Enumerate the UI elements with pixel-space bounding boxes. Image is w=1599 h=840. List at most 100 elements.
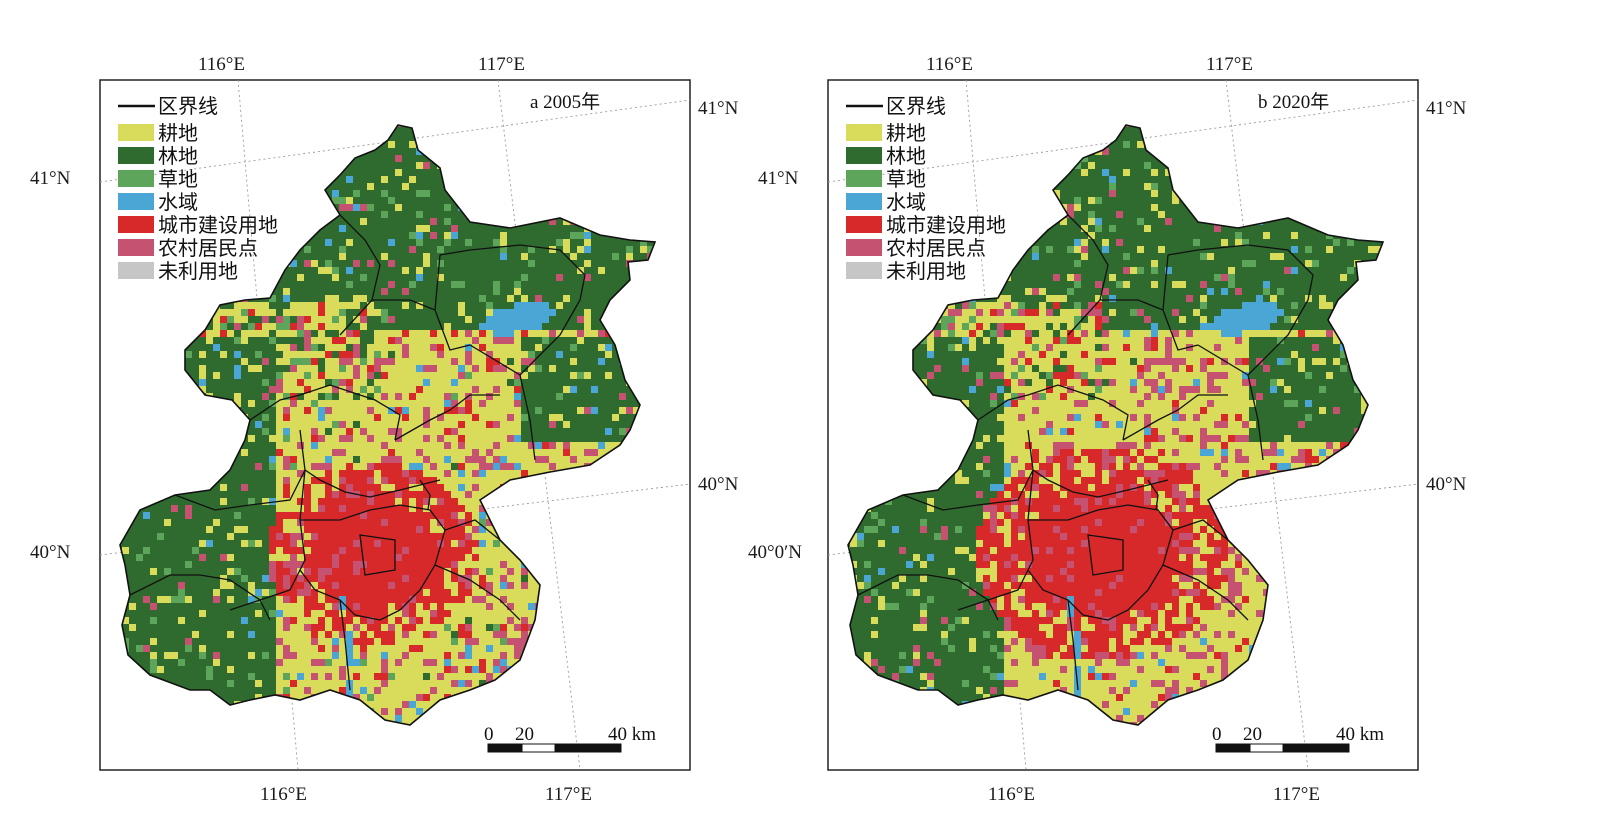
district-boundary-line [300,504,446,591]
district-boundary-line [434,564,521,621]
district-boundary-line [469,344,536,461]
legend-label: 城市建设用地 [886,213,1006,237]
graticule-line [827,99,1419,183]
district-boundary-line [444,519,501,541]
lat-label-right-40: 40°N [1426,474,1467,495]
lon-label-bottom-116: 116°E [988,784,1035,805]
lat-label-right-41: 41°N [1426,98,1467,119]
graticule-line [497,79,581,771]
legend-label: 林地 [158,144,198,168]
graticule-line [1225,79,1309,771]
district-boundary-line [372,299,436,311]
legend-label: 未利用地 [886,259,966,283]
scale-bar-segment [1282,743,1350,753]
district-boundary-line [1172,519,1229,541]
legend-label: 农村居民点 [158,236,258,260]
district-boundary-line [339,214,381,336]
district-boundary-line [339,599,351,691]
legend-label: 草地 [158,167,198,191]
legend-label-boundary: 区界线 [886,94,946,118]
scale-bar-segment [1249,743,1284,753]
rural-swatch [846,239,882,256]
graticule-line [99,99,691,183]
scale-bar-label: 40 km [1336,724,1384,745]
lon-label-top-116: 116°E [198,54,245,75]
scale-bar-segment [521,743,556,753]
district-boundary-line [902,429,1034,511]
urban-swatch [846,216,882,233]
district-boundary-line [419,479,431,511]
district-boundaries [129,214,586,691]
water-swatch [118,193,154,210]
graticule-line [99,483,691,556]
scale-bar-label: 0 [484,724,494,745]
district-boundary-line [129,574,271,621]
map-panel-2005: a 2005年 116°E 117°E 116°E 117°E 41°N 40°… [30,54,739,805]
district-boundary-line [857,574,999,621]
lat-label-left-40: 40°N [30,542,71,563]
district-boundary-line [249,384,401,441]
lon-label-top-116: 116°E [926,54,973,75]
legend-label: 城市建设用地 [158,213,278,237]
district-boundary-line [434,254,471,351]
district-boundary-line [359,534,396,576]
scale-bar-label: 0 [1212,724,1222,745]
lat-label-right-40: 40°N [698,474,739,495]
district-boundary-line [304,469,441,498]
lon-label-bottom-117: 117°E [545,784,592,805]
lat-label-right-41: 41°N [698,98,739,119]
district-boundary-line [439,244,586,376]
district-boundary-line [1162,564,1249,621]
unused-swatch [846,262,882,279]
district-boundary-line [1100,299,1164,311]
scale-bar: 0 20 40 km [484,724,656,753]
district-boundary-line [1032,469,1169,498]
district-boundary-line [394,394,500,441]
legend-label: 草地 [886,167,926,191]
lon-label-bottom-117: 117°E [1273,784,1320,805]
graticule-line [827,483,1419,556]
cropland-swatch [846,124,882,141]
scale-bar-label: 20 [515,724,534,745]
city-boundary [847,124,1385,726]
district-boundary-line [299,569,421,621]
scale-bar: 0 20 40 km [1212,724,1384,753]
legend-label: 农村居民点 [886,236,986,260]
legend-label: 水域 [886,190,926,214]
district-boundary-line [1067,599,1079,691]
lat-label-left-41: 41°N [758,168,799,189]
rural-swatch [118,239,154,256]
scale-bar-segment [1215,743,1251,753]
scale-bar-segment [554,743,622,753]
lat-label-left-41: 41°N [30,168,71,189]
lon-label-top-117: 117°E [1206,54,1253,75]
legend-label: 未利用地 [158,259,238,283]
district-boundary-line [1027,569,1149,621]
grassland-swatch [118,170,154,187]
district-boundary-line [1147,479,1159,511]
urban-swatch [118,216,154,233]
scale-bar-segment [487,743,523,753]
district-boundary-line [977,384,1129,441]
district-boundaries [857,214,1314,691]
district-boundary-line [1122,394,1228,441]
district-boundary-line [1197,344,1264,461]
district-boundary-line [957,469,1034,611]
map-panel-2020: b 2020年 116°E 117°E 116°E 117°E 41°N 40°… [748,54,1467,805]
forest-swatch [118,147,154,164]
lon-label-top-117: 117°E [478,54,525,75]
district-boundary-line [1067,214,1109,336]
legend-label: 水域 [158,190,198,214]
panel-title: b 2020年 [1258,91,1329,113]
legend-label-boundary: 区界线 [158,94,218,118]
lat-label-left-40: 40°0′N [748,542,802,563]
legend-label: 林地 [886,144,926,168]
district-boundary-line [1028,504,1174,591]
district-boundary-line [174,429,306,511]
unused-swatch [118,262,154,279]
legend-label: 耕地 [886,121,926,145]
legend-label: 耕地 [158,121,198,145]
